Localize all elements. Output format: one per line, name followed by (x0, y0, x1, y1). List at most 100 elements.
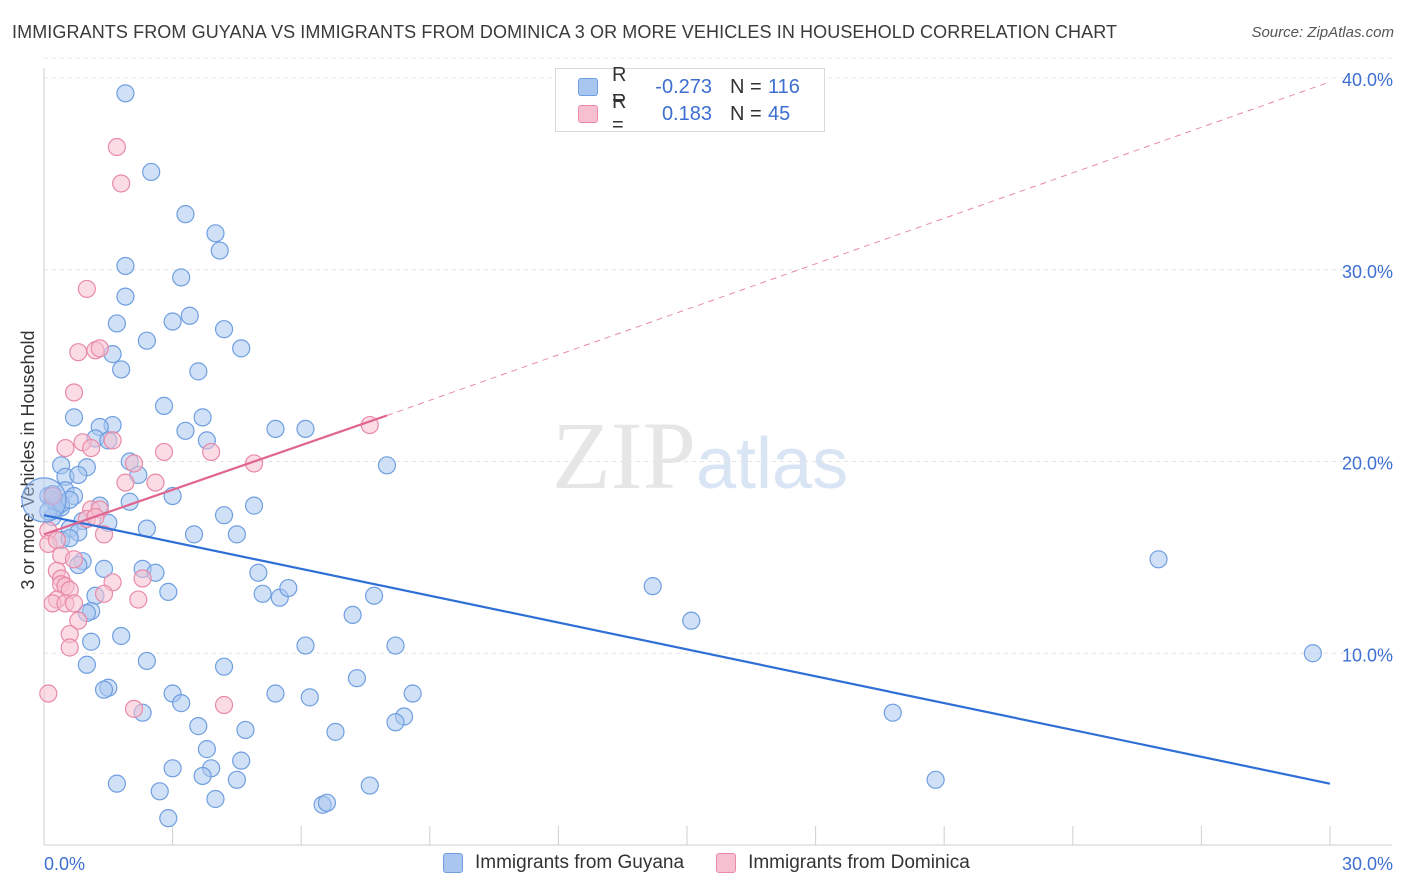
guyana-trendline (43, 514, 1331, 785)
guyana-point (94, 680, 114, 699)
dominica-trendline (43, 414, 388, 536)
r-label: R = (612, 64, 627, 109)
guyana-point (377, 456, 397, 475)
guyana-point (244, 496, 264, 515)
dominica-point (47, 531, 66, 550)
guyana-point (326, 722, 345, 741)
guyana-point (176, 421, 195, 440)
watermark: ZIPatlas (552, 400, 848, 511)
guyana-point (206, 789, 225, 809)
dominica-point (124, 699, 144, 718)
dominica-point (94, 525, 114, 544)
dominica-point (39, 684, 58, 703)
guyana-point (296, 636, 315, 655)
guyana-point (184, 525, 204, 544)
r-value: -0.273 (655, 75, 712, 98)
guyana-point (236, 720, 255, 740)
guyana-point (266, 419, 285, 439)
guyana-point (214, 320, 234, 339)
guyana-point (214, 657, 234, 676)
guyana-point (64, 408, 84, 427)
guyana-point (253, 584, 272, 603)
dominica-point (103, 431, 122, 450)
dominica-point (82, 438, 101, 458)
guyana-point (403, 684, 422, 703)
guyana-point (107, 774, 126, 793)
guyana-point (116, 84, 135, 103)
guyana-point (137, 651, 156, 671)
guyana-point (112, 626, 131, 646)
x-tick-label: 30.0% (1342, 854, 1393, 874)
dominica-point (129, 590, 148, 609)
dominica-point (116, 473, 135, 492)
guyana-point (193, 408, 212, 427)
dominica-point (214, 695, 234, 715)
guyana-point (137, 331, 156, 350)
guyana-point (926, 770, 945, 789)
guyana-point (116, 256, 135, 276)
guyana-swatch (578, 78, 598, 96)
guyana-point (94, 559, 114, 578)
guyana-point (69, 465, 88, 485)
legend-label-guyana: Immigrants from Guyana (475, 852, 685, 873)
guyana-point (112, 360, 131, 379)
guyana-point (107, 314, 126, 333)
dominica-point (154, 442, 174, 462)
dominica-point (77, 279, 96, 299)
guyana-point (82, 632, 101, 651)
guyana-point (210, 241, 229, 260)
dominica-point (107, 137, 126, 157)
guyana-point (1303, 644, 1322, 663)
guyana-point (172, 268, 191, 287)
guyana-point (159, 582, 178, 601)
dominica-legend-swatch (716, 853, 737, 873)
series-legend: Immigrants from Guyana Immigrants from D… (443, 852, 1002, 874)
dominica-point (202, 442, 221, 462)
guyana-point (232, 751, 251, 770)
guyana-point (643, 577, 662, 596)
n-value: 116 (768, 75, 800, 98)
n-value: 45 (768, 102, 791, 125)
dominica-point (124, 454, 144, 473)
guyana-point (317, 793, 337, 812)
guyana-point (163, 312, 182, 331)
stats-row-guyana: R = -0.273 N = 116 (578, 64, 800, 109)
guyana-point (1149, 550, 1168, 569)
guyana-legend-swatch (443, 853, 463, 873)
guyana-point (249, 563, 268, 582)
dominica-point (69, 343, 88, 362)
dominica-point (112, 174, 131, 193)
y-tick-label: 20.0% (1342, 454, 1393, 474)
guyana-point (883, 703, 902, 722)
guyana-point (227, 525, 246, 544)
guyana-point (266, 684, 285, 703)
guyana-point (163, 759, 182, 778)
guyana-point (386, 636, 405, 655)
guyana-point (189, 717, 208, 736)
guyana-point (214, 506, 234, 525)
dominica-point (64, 594, 84, 613)
guyana-point (364, 586, 384, 605)
n-label: N = (730, 75, 762, 98)
guyana-point (227, 770, 246, 789)
guyana-point (343, 605, 362, 625)
r-value: 0.183 (661, 102, 712, 125)
guyana-point (193, 766, 212, 786)
guyana-point (279, 578, 298, 598)
guyana-point (197, 740, 216, 759)
guyana-point (180, 306, 199, 325)
guyana-point (159, 809, 178, 828)
legend-item-dominica[interactable]: Immigrants from Dominica (716, 852, 970, 874)
y-tick-label: 30.0% (1342, 262, 1393, 282)
guyana-point (142, 162, 161, 182)
guyana-point (386, 713, 405, 732)
watermark-zip: ZIP (552, 402, 696, 509)
guyana-point (150, 782, 169, 801)
r-label: R = (612, 91, 627, 136)
legend-item-guyana[interactable]: Immigrants from Guyana (443, 852, 684, 874)
source-label: Source: ZipAtlas.com (1251, 24, 1394, 41)
watermark-atlas: atlas (696, 424, 849, 504)
dominica-point (64, 383, 84, 402)
dominica-point (64, 550, 84, 569)
guyana-point (360, 776, 379, 795)
